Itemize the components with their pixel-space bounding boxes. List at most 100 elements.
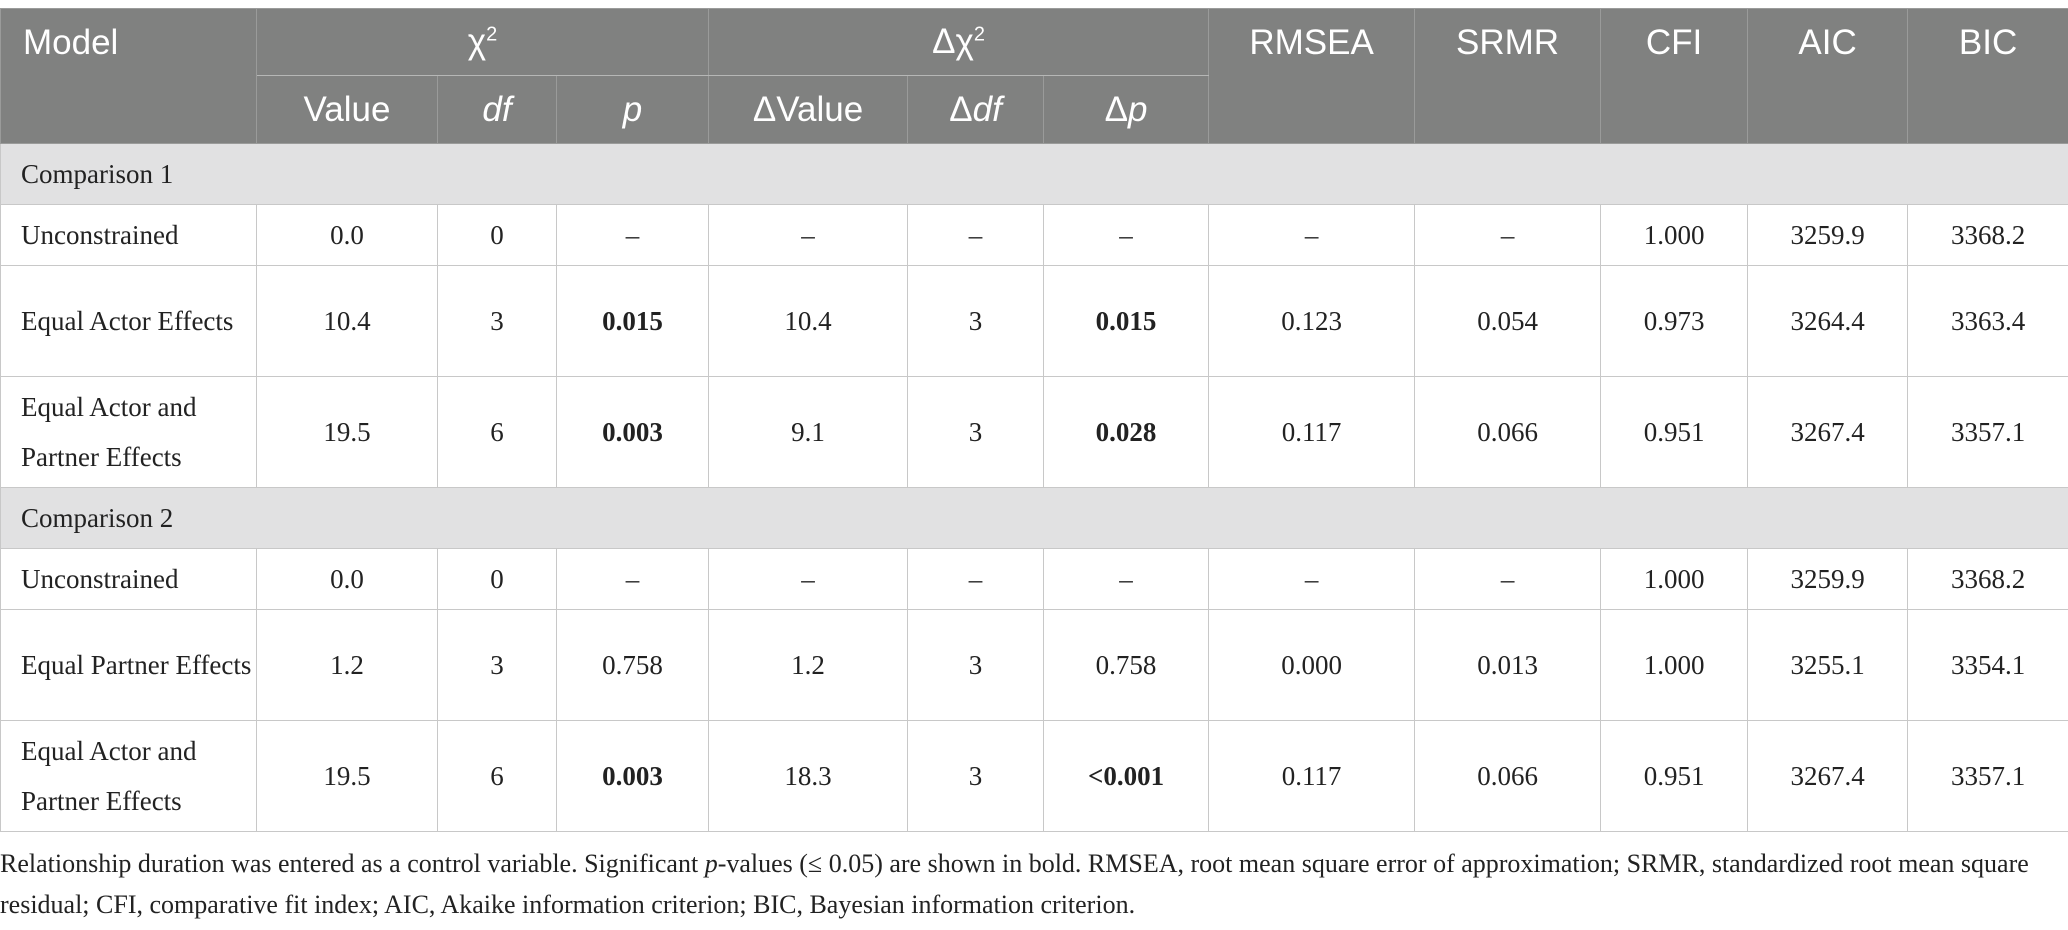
cell-bic: 3368.2	[1907, 204, 2068, 266]
section-title: Comparison 1	[0, 143, 2068, 205]
cell-model: Equal Partner Effects	[0, 609, 257, 721]
chi-superscript: 2	[486, 23, 498, 46]
header-srmr: SRMR	[1414, 8, 1602, 144]
table-body: Comparison 1 Unconstrained 0.0 0 – – – –…	[0, 143, 2068, 832]
table-row: Equal Actor Effects 10.4 3 0.015 10.4 3 …	[0, 265, 2068, 377]
cell-aic: 3267.4	[1747, 720, 1909, 832]
cell-delta-p: –	[1043, 204, 1210, 266]
cell-delta-value: 9.1	[708, 376, 909, 488]
cell-delta-value: –	[708, 204, 909, 266]
header-delta-value: ΔValue	[708, 75, 909, 144]
section-row: Comparison 2	[0, 487, 2068, 549]
cell-p-bold: 0.003	[602, 760, 663, 791]
cell-delta-df: 3	[907, 609, 1045, 721]
cell-delta-df: –	[907, 548, 1045, 610]
cell-delta-df: 3	[907, 265, 1045, 377]
cell-model: Equal Actor and Partner Effects	[0, 376, 257, 488]
header-model: Model	[0, 8, 257, 144]
chi-symbol: χ	[467, 22, 487, 61]
cell-bic: 3357.1	[1907, 720, 2068, 832]
cell-p: 0.758	[555, 609, 710, 721]
cell-aic: 3255.1	[1747, 609, 1909, 721]
cell-rmsea: 0.117	[1208, 376, 1416, 488]
cell-delta-p: <0.001	[1043, 720, 1210, 832]
cell-delta-p: 0.758	[1043, 609, 1210, 721]
cell-value: 1.2	[256, 609, 438, 721]
cell-model: Equal Actor and Partner Effects	[0, 720, 257, 832]
table-row: Equal Partner Effects 1.2 3 0.758 1.2 3 …	[0, 609, 2068, 721]
cell-model: Equal Actor Effects	[0, 265, 257, 377]
cell-delta-df: –	[907, 204, 1045, 266]
header-aic: AIC	[1747, 8, 1909, 144]
table-row: Equal Actor and Partner Effects 19.5 6 0…	[0, 720, 2068, 832]
table-row: Equal Actor and Partner Effects 19.5 6 0…	[0, 376, 2068, 488]
cell-p: 0.003	[555, 720, 710, 832]
cell-aic: 3259.9	[1747, 548, 1909, 610]
cell-rmsea: 0.000	[1208, 609, 1416, 721]
delta-p-label: p	[1128, 89, 1148, 129]
cell-srmr: 0.066	[1414, 376, 1602, 488]
header-cfi: CFI	[1600, 8, 1749, 144]
cell-rmsea: 0.117	[1208, 720, 1416, 832]
cell-p: –	[555, 548, 710, 610]
cell-delta-value: –	[708, 548, 909, 610]
delta-df-label: df	[972, 89, 1002, 129]
header-delta-p: Δp	[1043, 75, 1210, 144]
cell-df: 3	[437, 265, 557, 377]
cell-value: 0.0	[256, 548, 438, 610]
cell-bic: 3357.1	[1907, 376, 2068, 488]
cell-bic: 3363.4	[1907, 265, 2068, 377]
cell-srmr: 0.013	[1414, 609, 1602, 721]
cell-aic: 3264.4	[1747, 265, 1909, 377]
cell-df: 3	[437, 609, 557, 721]
cell-aic: 3259.9	[1747, 204, 1909, 266]
footnote-part-2: -values (≤ 0.05) are shown in bold. RMSE…	[0, 849, 2029, 919]
header-rmsea: RMSEA	[1208, 8, 1416, 144]
cell-df: 0	[437, 204, 557, 266]
cell-srmr: –	[1414, 548, 1602, 610]
cell-df: 0	[437, 548, 557, 610]
cell-cfi: 0.951	[1600, 720, 1749, 832]
footnote-part-1: Relationship duration was entered as a c…	[0, 849, 705, 878]
header-df: df	[437, 75, 557, 144]
cell-value: 19.5	[256, 376, 438, 488]
cell-model: Unconstrained	[0, 548, 257, 610]
cell-p: 0.015	[555, 265, 710, 377]
cell-srmr: 0.066	[1414, 720, 1602, 832]
cell-df: 6	[437, 720, 557, 832]
table-row: Unconstrained 0.0 0 – – – – – – 1.000 32…	[0, 204, 2068, 266]
cell-delta-df: 3	[907, 720, 1045, 832]
cell-delta-value: 18.3	[708, 720, 909, 832]
header-delta-chi-square: Δχ2	[708, 8, 1210, 76]
cell-delta-p: 0.028	[1043, 376, 1210, 488]
cell-srmr: –	[1414, 204, 1602, 266]
header-chi-square: χ2	[255, 8, 710, 76]
cell-p: 0.003	[555, 376, 710, 488]
cell-srmr: 0.054	[1414, 265, 1602, 377]
footnote-p-italic: p	[704, 849, 718, 878]
cell-cfi: 0.951	[1600, 376, 1749, 488]
cell-value: 10.4	[256, 265, 438, 377]
cell-delta-p-bold: <0.001	[1087, 760, 1165, 791]
model-comparison-table: Model χ2 Δχ2 RMSEA SRMR CFI AIC BIC Valu…	[0, 8, 2068, 832]
delta-df-symbol: Δ	[949, 89, 973, 129]
results-table-wrapper: Model χ2 Δχ2 RMSEA SRMR CFI AIC BIC Valu…	[0, 8, 2068, 832]
cell-bic: 3368.2	[1907, 548, 2068, 610]
section-title: Comparison 2	[0, 487, 2068, 549]
cell-aic: 3267.4	[1747, 376, 1909, 488]
cell-delta-p: 0.015	[1043, 265, 1210, 377]
header-value: Value	[256, 75, 438, 144]
cell-delta-p-bold: 0.028	[1095, 416, 1157, 447]
cell-df: 6	[437, 376, 557, 488]
cell-delta-value: 10.4	[708, 265, 909, 377]
cell-value: 19.5	[256, 720, 438, 832]
cell-cfi: 1.000	[1600, 204, 1749, 266]
section-row: Comparison 1	[0, 143, 2068, 205]
table-row: Unconstrained 0.0 0 – – – – – – 1.000 32…	[0, 548, 2068, 610]
header-bic: BIC	[1907, 8, 2068, 144]
delta-chi-symbol: Δχ	[932, 22, 974, 61]
cell-delta-p-bold: 0.015	[1095, 305, 1157, 336]
header-delta-df: Δdf	[907, 75, 1045, 144]
cell-p-bold: 0.003	[602, 416, 663, 447]
cell-rmsea: –	[1208, 204, 1416, 266]
